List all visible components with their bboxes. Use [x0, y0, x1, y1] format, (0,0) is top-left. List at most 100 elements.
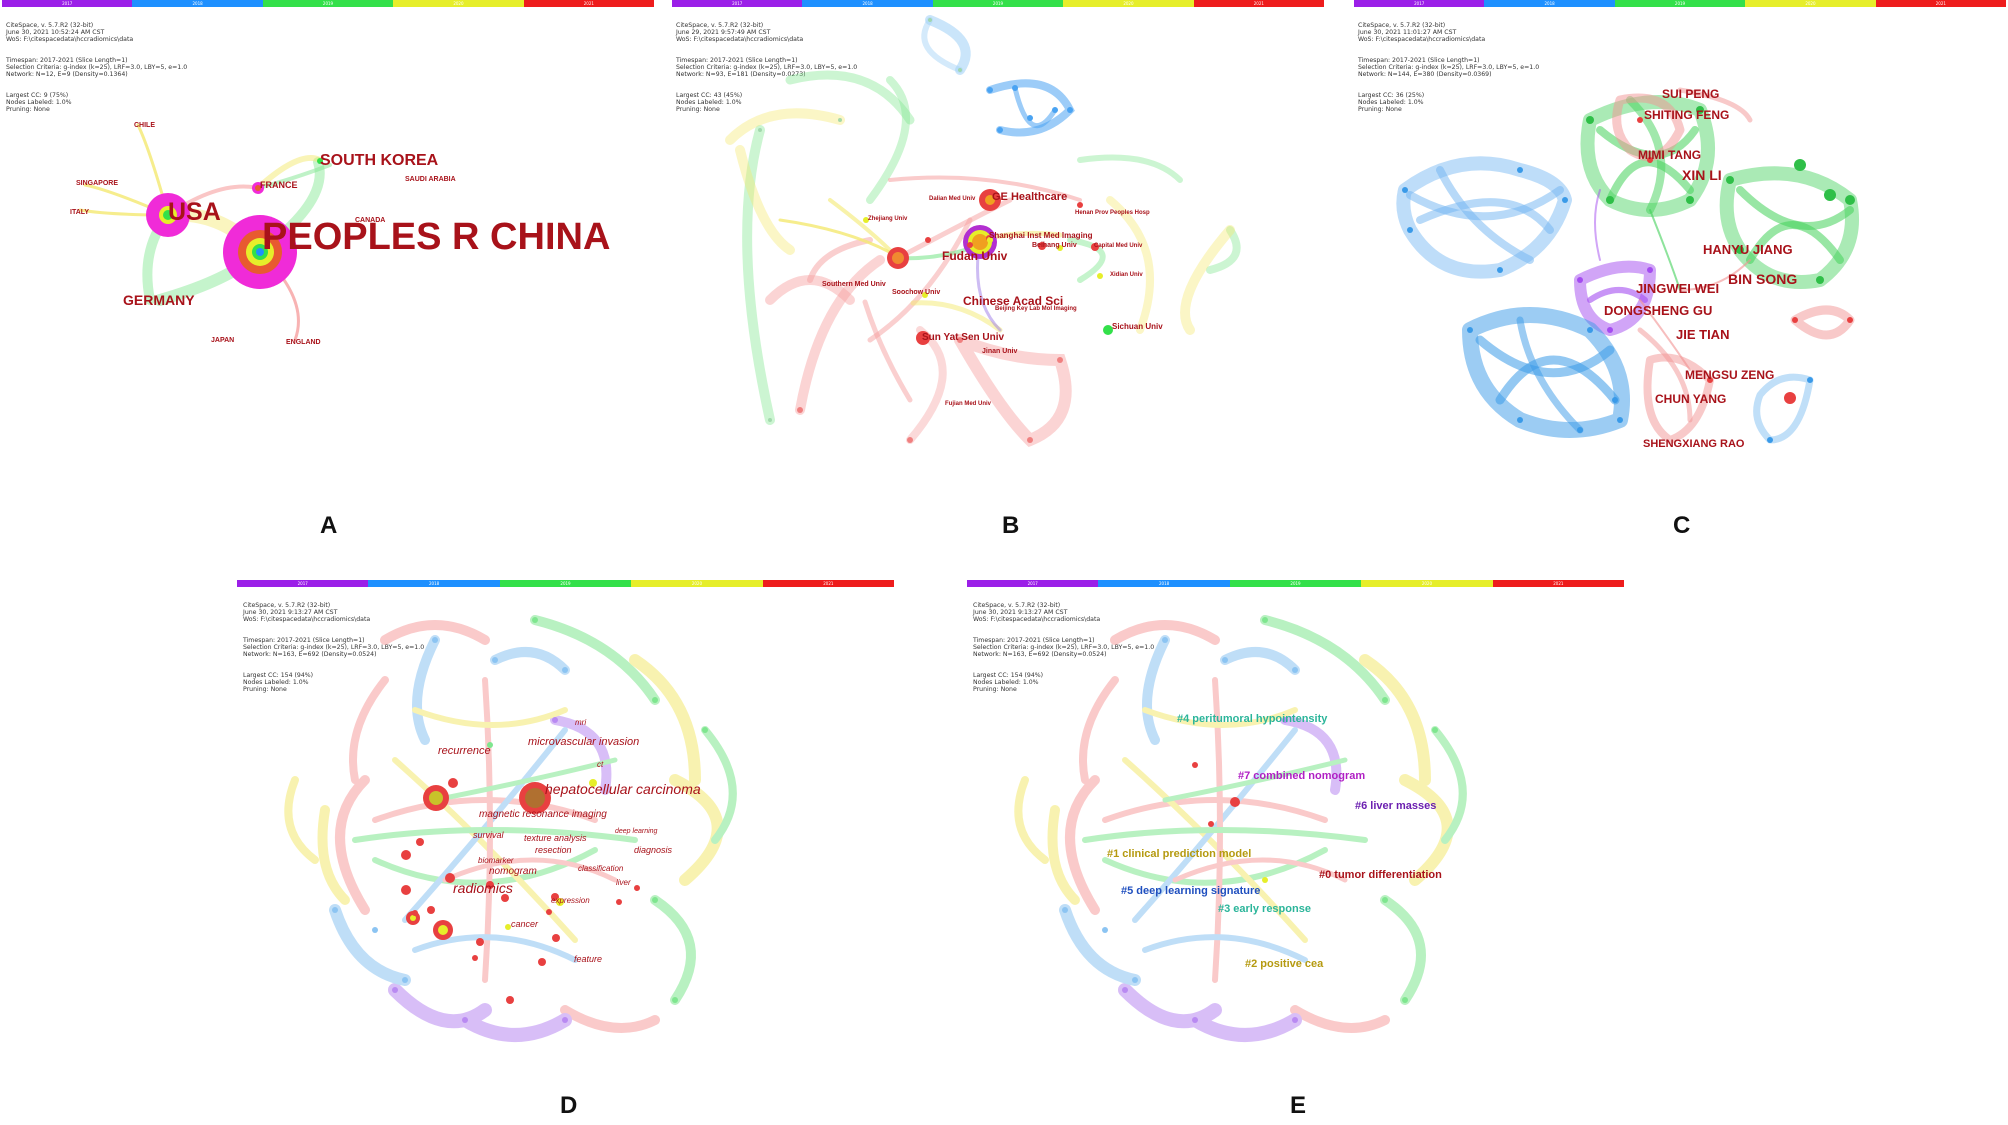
keyword-label-mri: mri	[575, 718, 587, 727]
timeline-2018: 2018	[1484, 0, 1615, 7]
node-label-beihang-univ: Beihang Univ	[1032, 242, 1077, 249]
network-info-d: CiteSpace, v. 5.7.R2 (32-bit) June 30, 20…	[243, 602, 425, 693]
node-label-germany: GERMANY	[123, 292, 195, 308]
timeline-2018: 2018	[132, 0, 263, 7]
network-graph-c	[1396, 87, 1859, 444]
author-label-shengxiang-rao: SHENGXIANG RAO	[1643, 438, 1745, 450]
keyword-label-microvascular-invasion: microvascular invasion	[528, 736, 640, 748]
author-label-jie-tian: JIE TIAN	[1676, 327, 1730, 342]
timeline-2019: 2019	[262, 0, 394, 7]
timeline-2020: 2020	[393, 0, 524, 7]
author-label-jingwei-wei: JINGWEI WEI	[1636, 281, 1720, 296]
network-info-e: CiteSpace, v. 5.7.R2 (32-bit) June 30, 20…	[973, 602, 1155, 693]
network-graph-b	[725, 15, 1241, 448]
keyword-label-hepatocellular-carcinoma: hepatocellular carcinoma	[545, 781, 701, 797]
author-label-chun-yang: CHUN YANG	[1655, 392, 1727, 406]
panel-letter-e: E	[1290, 1092, 1307, 1119]
cluster-label-0-tumor-differentiation: #0 tumor differentiation	[1319, 869, 1442, 881]
node-label-fudan-univ: Fudan Univ	[942, 249, 1008, 263]
keyword-label-texture-analysis: texture analysis	[524, 833, 587, 843]
cluster-label-4-peritumoral-hypointensity: #4 peritumoral hypointensity	[1177, 713, 1328, 725]
author-label-hanyu-jiang: HANYU JIANG	[1703, 242, 1793, 257]
timeline-2019: 2019	[499, 580, 632, 587]
keyword-label-cancer: cancer	[511, 919, 539, 929]
node-label-beijing-key-lab-mol-imaging: Beijing Key Lab Mol Imaging	[995, 306, 1077, 312]
keyword-label-ct: ct	[597, 760, 604, 769]
keyword-label-feature: feature	[574, 954, 603, 964]
timeline-bar-e: 2017 2018 2019 2020 2021	[967, 580, 1625, 587]
node-label-sun-yat-sen-univ: Sun Yat Sen Univ	[922, 332, 1005, 343]
network-info-a: CiteSpace, v. 5.7.R2 (32-bit) June 30, 20…	[6, 22, 188, 113]
timeline-2020: 2020	[1361, 580, 1493, 587]
timeline-2021: 2021	[1193, 0, 1325, 7]
panel-b: 2017 2018 2019 2020 2021 CiteSpace, v. 5…	[670, 0, 1335, 560]
timeline-2018: 2018	[802, 0, 933, 7]
cluster-label-5-deep-learning-signature: #5 deep learning signature	[1121, 885, 1261, 897]
node-label-saudi-arabia: SAUDI ARABIA	[405, 176, 456, 183]
keyword-label-recurrence: recurrence	[438, 745, 491, 757]
timeline-2017: 2017	[2, 0, 133, 7]
keyword-label-expression: expression	[551, 896, 590, 905]
node-label-chile: CHILE	[134, 122, 155, 129]
timeline-bar-d: 2017 2018 2019 2020 2021	[237, 580, 895, 587]
timeline-2017: 2017	[967, 580, 1099, 587]
node-label-chinese-acad-sci: Chinese Acad Sci	[963, 294, 1064, 308]
node-label-france: FRANCE	[260, 180, 298, 190]
panel-e: 2017 2018 2019 2020 2021 CiteSpace, v. 5…	[965, 580, 1635, 1125]
node-label-southern-med-univ: Southern Med Univ	[822, 281, 886, 288]
timeline-2017: 2017	[237, 580, 369, 587]
timeline-2019: 2019	[1614, 0, 1746, 7]
node-label-canada: CANADA	[355, 217, 386, 224]
cluster-label-3-early-response: #3 early response	[1218, 903, 1311, 915]
node-label-singapore: SINGAPORE	[76, 180, 119, 187]
timeline-bar-b: 2017 2018 2019 2020 2021	[672, 0, 1325, 7]
author-label-mengsu-zeng: MENGSU ZENG	[1685, 368, 1775, 382]
timeline-2020: 2020	[631, 580, 763, 587]
network-graph-d	[284, 615, 737, 1042]
node-label-xidian-univ: Xidian Univ	[1110, 272, 1143, 278]
keyword-label-survival: survival	[473, 830, 504, 840]
node-label-zhejiang-univ: Zhejiang Univ	[868, 216, 908, 222]
keyword-label-classification: classification	[578, 864, 624, 873]
node-label-italy: ITALY	[70, 209, 90, 216]
timeline-2021: 2021	[762, 580, 895, 587]
node-label-peoples-r-china: PEOPLES R CHINA	[262, 216, 611, 258]
keyword-label-biomarker: biomarker	[478, 856, 514, 865]
author-label-mimi-tang: MIMI TANG	[1638, 148, 1702, 162]
cluster-label-2-positive-cea: #2 positive cea	[1245, 958, 1324, 970]
keyword-label-deep-learning: deep learning	[615, 828, 658, 835]
network-graph-e	[1014, 615, 1467, 1042]
timeline-2021: 2021	[1875, 0, 2007, 7]
timeline-2018: 2018	[1098, 580, 1230, 587]
node-label-japan: JAPAN	[211, 337, 235, 344]
node-label-shanghai-inst-med-imaging: Shanghai Inst Med Imaging	[989, 231, 1093, 240]
timeline-2021: 2021	[1492, 580, 1625, 587]
panel-letter-b: B	[1002, 512, 1020, 539]
panel-letter-d: D	[560, 1092, 578, 1119]
node-label-henan-prov-peoples-hosp: Henan Prov Peoples Hosp	[1075, 210, 1150, 216]
panel-letter-a: A	[320, 512, 338, 539]
node-label-fujian-med-univ: Fujian Med Univ	[945, 401, 992, 407]
node-label-capital-med-univ: Capital Med Univ	[1094, 243, 1143, 249]
panel-a: 2017 2018 2019 2020 2021 CiteSpace, v. 5…	[0, 0, 660, 560]
author-label-bin-song: BIN SONG	[1728, 271, 1798, 287]
node-label-usa: USA	[168, 198, 221, 226]
author-label-xin-li: XIN LI	[1682, 167, 1722, 183]
panel-d: 2017 2018 2019 2020 2021 CiteSpace, v. 5…	[235, 580, 905, 1125]
network-info-b: CiteSpace, v. 5.7.R2 (32-bit) June 29, 20…	[676, 22, 858, 113]
keyword-label-resection: resection	[535, 845, 572, 855]
node-label-sichuan-univ: Sichuan Univ	[1112, 322, 1163, 331]
timeline-2019: 2019	[932, 0, 1064, 7]
panel-c: 2017 2018 2019 2020 2021 CiteSpace, v. 5…	[1350, 0, 2008, 560]
node-label-dalian-med-univ: Dalian Med Univ	[929, 196, 976, 202]
cluster-label-6-liver-masses: #6 liver masses	[1355, 800, 1437, 812]
keyword-label-liver: liver	[616, 878, 631, 887]
keyword-label-nomogram: nomogram	[489, 866, 537, 877]
network-graph-a	[78, 123, 332, 342]
network-info-c: CiteSpace, v. 5.7.R2 (32-bit) June 30, 20…	[1358, 22, 1540, 113]
timeline-2017: 2017	[1354, 0, 1485, 7]
timeline-2020: 2020	[1063, 0, 1194, 7]
keyword-label-diagnosis: diagnosis	[634, 845, 673, 855]
timeline-2019: 2019	[1229, 580, 1362, 587]
timeline-2018: 2018	[368, 580, 500, 587]
